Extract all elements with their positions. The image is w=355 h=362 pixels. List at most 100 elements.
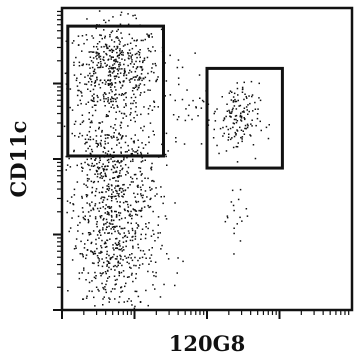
data-point: [153, 233, 155, 235]
data-point: [130, 267, 132, 269]
data-point: [101, 239, 103, 242]
data-point: [134, 209, 136, 211]
data-point: [135, 210, 138, 212]
data-point: [147, 89, 149, 91]
data-point: [133, 264, 135, 267]
data-point: [100, 274, 102, 277]
data-point: [132, 247, 134, 249]
data-point: [235, 133, 237, 135]
data-point: [94, 216, 97, 218]
data-point: [197, 115, 199, 117]
data-point: [112, 165, 114, 167]
data-point: [129, 239, 132, 242]
data-point: [81, 121, 84, 124]
data-point: [232, 146, 235, 149]
data-point: [130, 160, 132, 163]
data-point: [143, 59, 146, 61]
data-point: [76, 181, 79, 183]
data-point: [105, 191, 107, 193]
data-point: [113, 253, 115, 256]
data-point: [244, 93, 246, 95]
data-point: [147, 227, 149, 230]
data-point: [243, 117, 245, 119]
data-point: [174, 284, 176, 287]
data-point: [230, 99, 233, 101]
data-point: [91, 75, 94, 77]
data-point: [229, 90, 232, 92]
data-point: [118, 219, 121, 221]
data-point: [123, 193, 125, 196]
data-point: [111, 147, 113, 150]
data-point: [78, 65, 81, 67]
data-point: [108, 276, 111, 278]
data-point: [95, 27, 97, 30]
data-point: [236, 161, 239, 163]
data-point: [124, 164, 127, 166]
data-point: [124, 189, 127, 191]
data-point: [81, 207, 84, 209]
data-point: [99, 215, 101, 217]
data-point: [123, 80, 125, 82]
data-point: [78, 272, 81, 274]
data-point: [91, 262, 94, 264]
data-point: [107, 150, 110, 152]
data-point: [73, 74, 76, 76]
data-point: [107, 79, 109, 82]
data-point: [110, 209, 113, 212]
data-point: [153, 134, 155, 136]
data-point: [96, 163, 98, 165]
data-point: [144, 190, 147, 192]
data-point: [213, 112, 215, 115]
data-point: [115, 180, 117, 182]
data-point: [151, 180, 153, 182]
data-point: [242, 110, 245, 112]
data-point: [95, 238, 97, 241]
data-point: [107, 74, 110, 77]
data-point: [71, 217, 73, 219]
data-point: [155, 64, 157, 67]
data-point: [96, 100, 99, 103]
data-point: [120, 217, 123, 220]
data-point: [124, 141, 127, 144]
data-point: [113, 160, 116, 162]
data-point: [144, 200, 146, 202]
data-point: [87, 272, 90, 274]
data-point: [154, 261, 157, 263]
data-point: [101, 196, 103, 198]
data-point: [128, 55, 130, 57]
data-point: [95, 223, 98, 225]
data-point: [111, 84, 113, 86]
data-point: [128, 33, 131, 36]
data-point: [140, 153, 143, 155]
data-point: [118, 214, 121, 217]
data-point: [134, 151, 136, 153]
data-point: [85, 83, 88, 86]
data-point: [103, 261, 105, 264]
data-point: [233, 227, 235, 229]
data-point: [115, 243, 118, 246]
data-point: [92, 51, 95, 53]
data-point: [136, 52, 138, 55]
data-point: [80, 92, 83, 94]
data-point: [110, 158, 112, 160]
data-point: [85, 141, 87, 144]
data-point: [104, 286, 106, 288]
data-point: [92, 207, 94, 209]
data-point: [91, 95, 94, 97]
data-point: [120, 11, 123, 14]
data-point: [90, 120, 93, 122]
data-point: [108, 134, 110, 136]
data-point: [121, 137, 123, 139]
data-point: [150, 33, 153, 35]
data-point: [91, 114, 94, 117]
data-point: [84, 218, 86, 221]
data-point: [116, 190, 118, 192]
data-point: [87, 239, 89, 241]
data-point: [98, 237, 100, 239]
data-point: [100, 250, 102, 253]
data-point: [108, 19, 110, 22]
data-point: [119, 81, 121, 84]
data-point: [139, 83, 142, 85]
data-point: [103, 96, 105, 98]
data-point: [127, 221, 129, 224]
